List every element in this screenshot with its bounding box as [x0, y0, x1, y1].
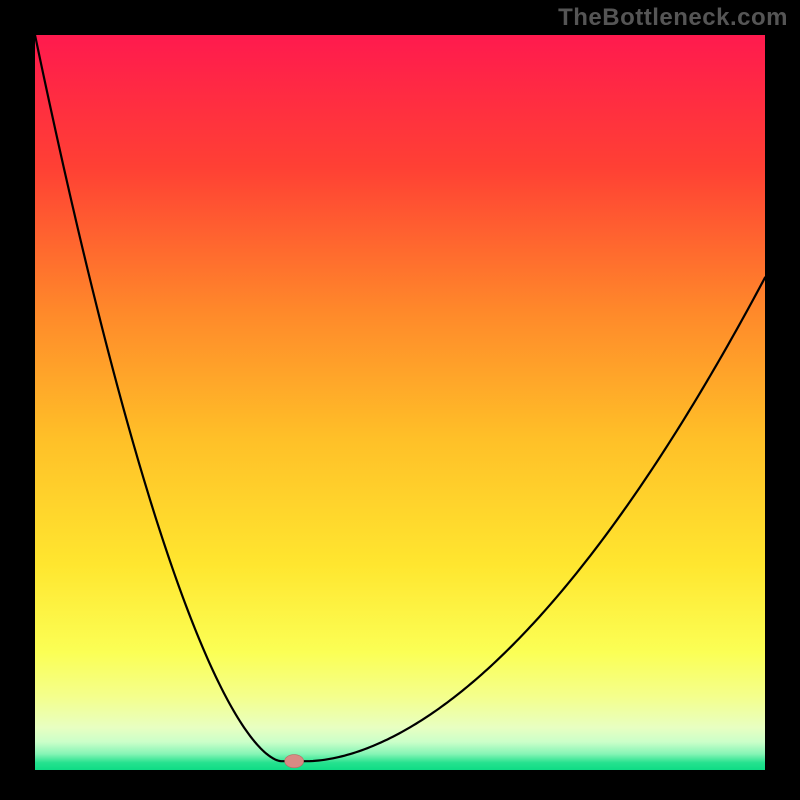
- bottleneck-chart: [35, 35, 765, 770]
- watermark-text: TheBottleneck.com: [558, 4, 788, 32]
- gradient-background: [35, 35, 765, 770]
- optimal-point-marker: [285, 755, 304, 768]
- chart-frame: TheBottleneck.com: [0, 0, 800, 800]
- plot-area: [35, 35, 765, 770]
